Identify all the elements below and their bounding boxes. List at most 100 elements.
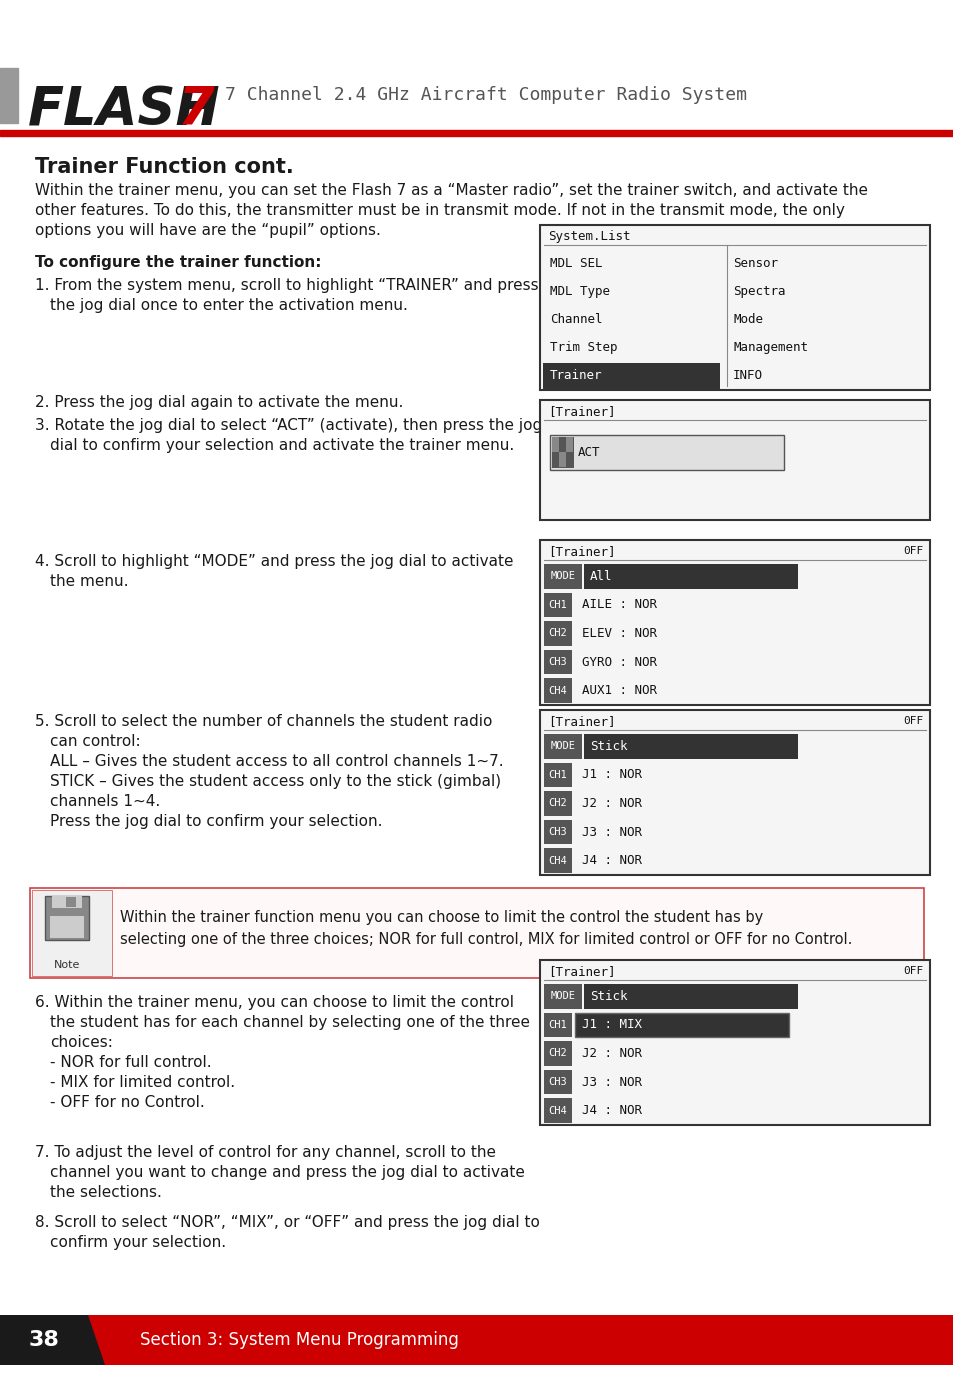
Bar	[543, 1012, 572, 1037]
Bar	[575, 1012, 789, 1037]
Text: can control:: can control:	[50, 734, 140, 749]
Text: 5. Scroll to select the number of channels the student radio: 5. Scroll to select the number of channe…	[35, 714, 492, 729]
Text: [Trainer]: [Trainer]	[547, 714, 615, 728]
Text: 7: 7	[178, 84, 214, 137]
Text: Trainer Function cont.: Trainer Function cont.	[35, 157, 294, 177]
Bar	[543, 819, 572, 844]
Bar	[543, 763, 572, 787]
Text: 0FF: 0FF	[902, 716, 923, 725]
Text: the menu.: the menu.	[50, 574, 129, 589]
Bar	[543, 792, 572, 816]
Text: MDL Type: MDL Type	[550, 285, 609, 298]
Text: Stick: Stick	[589, 739, 627, 753]
Bar	[543, 985, 581, 1008]
Text: J1 : NOR: J1 : NOR	[581, 768, 641, 782]
Text: [Trainer]: [Trainer]	[547, 965, 615, 978]
Bar	[30, 888, 923, 978]
Text: CH3: CH3	[548, 827, 567, 837]
Text: Within the trainer function menu you can choose to limit the control the student: Within the trainer function menu you can…	[120, 910, 762, 925]
Bar	[543, 650, 572, 674]
Text: Stick: Stick	[589, 990, 627, 1003]
Text: All: All	[589, 570, 612, 583]
Bar	[550, 434, 783, 470]
Text: CH1: CH1	[548, 1020, 567, 1030]
Text: 0FF: 0FF	[902, 967, 923, 976]
Text: Note: Note	[53, 960, 80, 969]
Bar	[543, 734, 581, 758]
Bar	[539, 541, 929, 705]
Text: 3. Rotate the jog dial to select “ACT” (activate), then press the jog: 3. Rotate the jog dial to select “ACT” (…	[35, 418, 541, 433]
Text: J1 : MIX: J1 : MIX	[581, 1019, 641, 1031]
Text: 0FF: 0FF	[902, 546, 923, 556]
Polygon shape	[0, 1316, 105, 1365]
Bar	[543, 678, 572, 703]
Bar	[543, 1099, 572, 1123]
Text: J3 : NOR: J3 : NOR	[581, 826, 641, 838]
Bar	[583, 985, 798, 1008]
Text: CH2: CH2	[548, 1048, 567, 1059]
Text: selecting one of the three choices; NOR for full control, MIX for limited contro: selecting one of the three choices; NOR …	[120, 932, 851, 947]
Bar	[575, 1012, 789, 1037]
Text: CH1: CH1	[548, 600, 567, 610]
Text: Spectra: Spectra	[733, 285, 785, 298]
Text: 4. Scroll to highlight “MODE” and press the jog dial to activate: 4. Scroll to highlight “MODE” and press …	[35, 554, 513, 570]
Bar	[543, 848, 572, 873]
Text: ELEV : NOR: ELEV : NOR	[581, 627, 657, 640]
Bar	[543, 1070, 572, 1095]
Bar	[543, 621, 572, 645]
Text: confirm your selection.: confirm your selection.	[50, 1236, 226, 1249]
Bar	[558, 452, 565, 467]
Bar	[66, 896, 76, 907]
Text: Trim Step: Trim Step	[550, 341, 617, 354]
Text: STICK – Gives the student access only to the stick (gimbal): STICK – Gives the student access only to…	[50, 774, 500, 789]
Bar	[542, 363, 720, 389]
Bar	[543, 564, 581, 589]
Text: channels 1~4.: channels 1~4.	[50, 794, 160, 809]
Text: 8. Scroll to select “NOR”, “MIX”, or “OFF” and press the jog dial to: 8. Scroll to select “NOR”, “MIX”, or “OF…	[35, 1215, 539, 1230]
Bar	[0, 1316, 953, 1365]
Text: 7. To adjust the level of control for any channel, scroll to the: 7. To adjust the level of control for an…	[35, 1145, 496, 1160]
Text: Mode: Mode	[733, 313, 762, 325]
Text: CH1: CH1	[548, 769, 567, 781]
Text: channel you want to change and press the jog dial to activate: channel you want to change and press the…	[50, 1165, 524, 1180]
Bar	[583, 734, 798, 758]
Text: ACT: ACT	[578, 445, 599, 459]
Text: the student has for each channel by selecting one of the three: the student has for each channel by sele…	[50, 1015, 530, 1030]
Text: MODE: MODE	[550, 992, 575, 1001]
Text: FLASH: FLASH	[28, 84, 220, 137]
Text: CH4: CH4	[548, 685, 567, 695]
Text: CH3: CH3	[548, 1077, 567, 1087]
Bar	[552, 437, 574, 467]
Text: MODE: MODE	[550, 742, 575, 752]
Text: CH4: CH4	[548, 1106, 567, 1116]
Bar	[539, 400, 929, 520]
Text: GYRO : NOR: GYRO : NOR	[581, 655, 657, 669]
Text: [Trainer]: [Trainer]	[547, 405, 615, 418]
Text: - NOR for full control.: - NOR for full control.	[50, 1055, 212, 1070]
Text: - MIX for limited control.: - MIX for limited control.	[50, 1076, 234, 1089]
Bar	[583, 564, 798, 589]
Bar	[539, 960, 929, 1125]
Text: J2 : NOR: J2 : NOR	[581, 797, 641, 809]
Text: Section 3: System Menu Programming: Section 3: System Menu Programming	[140, 1331, 458, 1349]
Text: Within the trainer menu, you can set the Flash 7 as a “Master radio”, set the tr: Within the trainer menu, you can set the…	[35, 183, 867, 199]
Text: Management: Management	[733, 341, 807, 354]
Text: To configure the trainer function:: To configure the trainer function:	[35, 255, 321, 270]
Bar	[543, 593, 572, 618]
Text: J3 : NOR: J3 : NOR	[581, 1076, 641, 1088]
Bar	[0, 68, 18, 123]
Text: J4 : NOR: J4 : NOR	[581, 854, 641, 867]
Text: choices:: choices:	[50, 1036, 112, 1049]
Bar	[539, 225, 929, 390]
Text: the selections.: the selections.	[50, 1185, 162, 1200]
Text: CH2: CH2	[548, 629, 567, 638]
Text: 7 Channel 2.4 GHz Aircraft Computer Radio System: 7 Channel 2.4 GHz Aircraft Computer Radi…	[225, 85, 746, 103]
Bar	[543, 1041, 572, 1066]
Text: Channel: Channel	[550, 313, 602, 325]
Text: System.List: System.List	[547, 230, 630, 243]
Text: 6. Within the trainer menu, you can choose to limit the control: 6. Within the trainer menu, you can choo…	[35, 996, 514, 1009]
Text: J4 : NOR: J4 : NOR	[581, 1105, 641, 1117]
Text: 38: 38	[29, 1329, 59, 1350]
Text: 1. From the system menu, scroll to highlight “TRAINER” and press: 1. From the system menu, scroll to highl…	[35, 279, 538, 292]
Bar	[0, 130, 953, 137]
